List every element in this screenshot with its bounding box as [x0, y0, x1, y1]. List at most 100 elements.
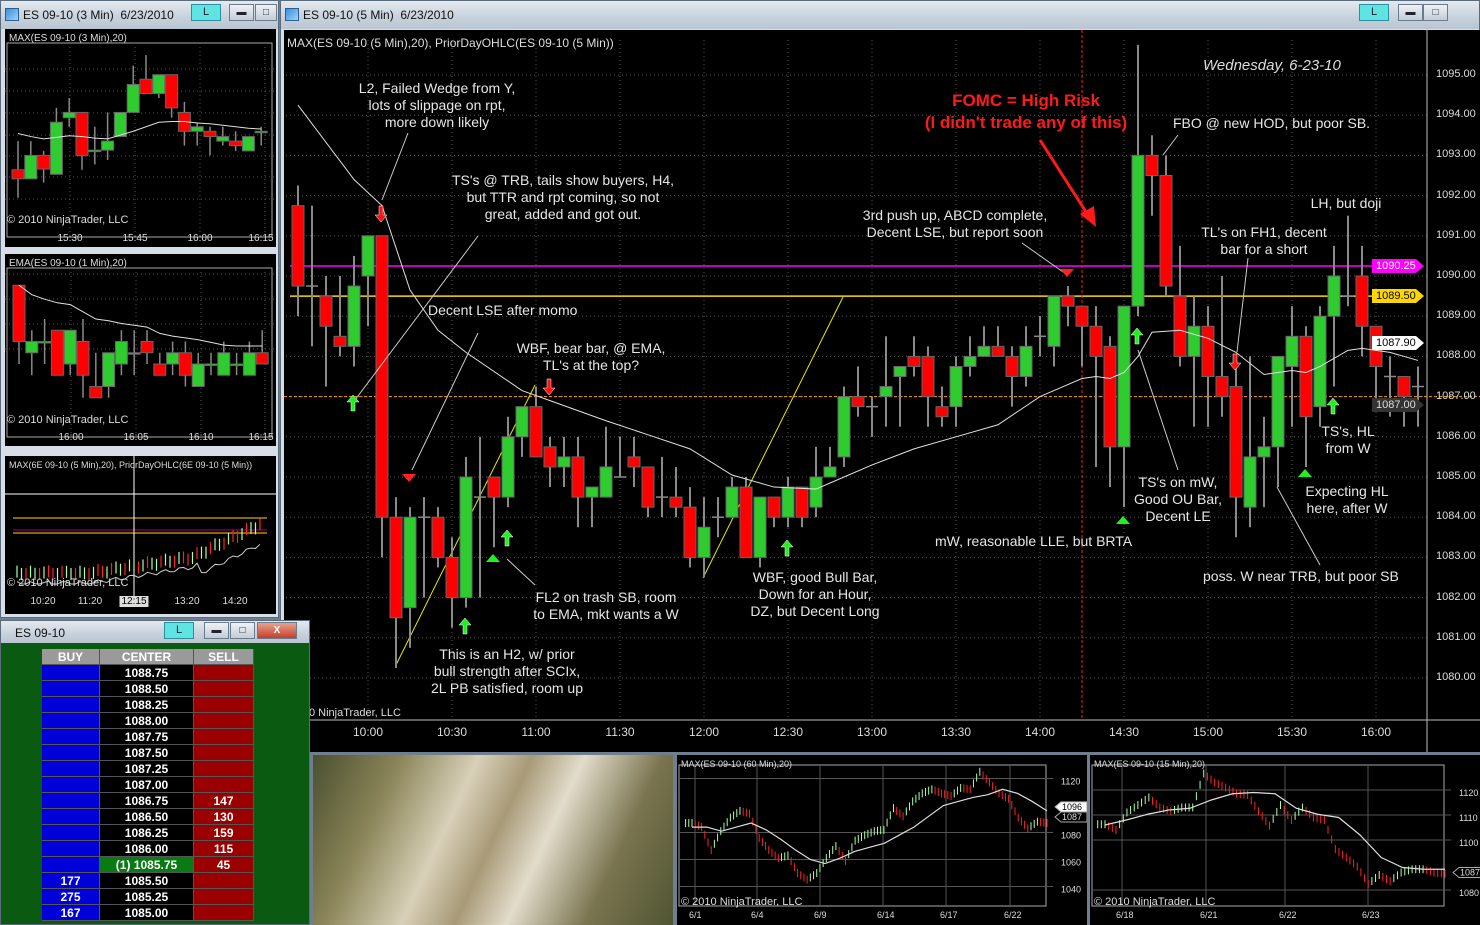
- buy-cell[interactable]: [42, 713, 100, 728]
- ladder-row[interactable]: 1088.00: [42, 713, 254, 729]
- link-button[interactable]: L: [191, 4, 221, 21]
- date-axis-label: 6/22: [1279, 910, 1297, 920]
- price-cell[interactable]: 1086.50: [100, 809, 194, 824]
- sell-cell[interactable]: [194, 665, 254, 680]
- maximize-button[interactable]: □: [1423, 4, 1448, 21]
- buy-cell[interactable]: [42, 681, 100, 696]
- buy-cell[interactable]: [42, 857, 100, 872]
- price-cell[interactable]: 1086.75: [100, 793, 194, 808]
- price-cell[interactable]: 1085.00: [100, 905, 194, 920]
- buy-cell[interactable]: [42, 761, 100, 776]
- buy-cell[interactable]: [42, 841, 100, 856]
- minimize-button[interactable]: ▬: [204, 622, 229, 639]
- sell-cell[interactable]: [194, 889, 254, 904]
- buy-cell[interactable]: [42, 777, 100, 792]
- candle-down: [683, 506, 697, 558]
- title-bar[interactable]: ES 09-10 (3 Min) 6/23/2010 L ▬ □: [1, 1, 278, 29]
- candle-up: [1117, 305, 1131, 448]
- price-cell[interactable]: 1088.75: [100, 665, 194, 680]
- ladder-row[interactable]: 275 1085.25: [42, 889, 254, 905]
- sell-cell[interactable]: 147: [194, 793, 254, 808]
- price-axis-label: 1060: [1061, 858, 1081, 868]
- price-cell[interactable]: 1088.50: [100, 681, 194, 696]
- price-cell[interactable]: (1) 1085.75: [100, 857, 194, 872]
- ladder-row[interactable]: 1088.50: [42, 681, 254, 697]
- sell-cell[interactable]: 115: [194, 841, 254, 856]
- price-axis-label: 1094.00: [1436, 108, 1476, 121]
- buy-cell[interactable]: [42, 697, 100, 712]
- plot-frame: [678, 764, 1047, 907]
- sell-cell[interactable]: [194, 761, 254, 776]
- ladder-row[interactable]: 167 1085.00: [42, 905, 254, 921]
- buy-signal-triangle-icon: [1298, 469, 1312, 477]
- title-bar[interactable]: ES 09-10 L ▬ □ X: [1, 621, 309, 643]
- chart-60min[interactable]: 1120 1080 1060 1040 6/1 6/4 6/9 6/14 6/17 6/22 109…: [677, 755, 1087, 925]
- candle-down: [627, 456, 641, 468]
- ladder-row[interactable]: 1087.25: [42, 761, 254, 777]
- price-ladder[interactable]: BUY CENTER SELL 1088.75 1088.50 1088.25 108…: [42, 649, 254, 921]
- minimize-button[interactable]: ▬: [229, 4, 254, 21]
- price-cell[interactable]: 1087.75: [100, 729, 194, 744]
- price-cell[interactable]: 1088.25: [100, 697, 194, 712]
- maximize-button[interactable]: □: [255, 4, 277, 21]
- ladder-row[interactable]: (1) 1085.75 45: [42, 857, 254, 873]
- sell-cell[interactable]: 45: [194, 857, 254, 872]
- sell-cell[interactable]: [194, 873, 254, 888]
- chart-3min[interactable]: MAX(ES 09-10 (3 Min),20) © 2010 NinjaTra…: [5, 29, 276, 247]
- close-button[interactable]: X: [257, 622, 297, 639]
- price-cell[interactable]: 1086.25: [100, 825, 194, 840]
- time-label: 15:30: [57, 233, 83, 244]
- sell-cell[interactable]: [194, 777, 254, 792]
- sell-cell[interactable]: [194, 745, 254, 760]
- candle-down: [1089, 325, 1103, 357]
- price-cell[interactable]: 1088.00: [100, 713, 194, 728]
- ladder-row[interactable]: 1086.50 130: [42, 809, 254, 825]
- ladder-row[interactable]: 1086.00 115: [42, 841, 254, 857]
- annotation-third-push: 3rd push up, ABCD complete, Decent LSE, b…: [862, 207, 1048, 240]
- price-cell[interactable]: 1087.50: [100, 745, 194, 760]
- ladder-row[interactable]: 1088.75: [42, 665, 254, 681]
- price-cell[interactable]: 1086.00: [100, 841, 194, 856]
- sell-cell[interactable]: [194, 713, 254, 728]
- annotation-wbf-bull: WBF, good Bull Bar, Down for an Hour, DZ, …: [750, 569, 880, 619]
- sell-cell[interactable]: [194, 681, 254, 696]
- buy-cell[interactable]: [42, 745, 100, 760]
- buy-cell[interactable]: 177: [42, 873, 100, 888]
- chart-15min[interactable]: 1120 1110 1100 1080 6/18 6/21 6/22 6/23 1087 MAX…: [1090, 755, 1480, 925]
- price-tag: [1054, 811, 1087, 823]
- ladder-row[interactable]: 177 1085.50: [42, 873, 254, 889]
- ladder-row[interactable]: 1087.00: [42, 777, 254, 793]
- candle-up: [1285, 335, 1299, 367]
- price-cell[interactable]: 1087.00: [100, 777, 194, 792]
- sell-cell[interactable]: 130: [194, 809, 254, 824]
- chart-6e[interactable]: MAX(6E 09-10 (5 Min),20), PriorDayOHLC(6…: [5, 456, 276, 614]
- sell-cell[interactable]: 159: [194, 825, 254, 840]
- buy-cell[interactable]: [42, 809, 100, 824]
- main-chart[interactable]: [284, 30, 1480, 752]
- ladder-row[interactable]: 1087.75: [42, 729, 254, 745]
- price-cell[interactable]: 1085.25: [100, 889, 194, 904]
- ladder-row[interactable]: 1087.50: [42, 745, 254, 761]
- sell-cell[interactable]: [194, 697, 254, 712]
- candle-down: [445, 556, 459, 599]
- buy-cell[interactable]: [42, 729, 100, 744]
- buy-cell[interactable]: [42, 665, 100, 680]
- ladder-row[interactable]: 1086.25 159: [42, 825, 254, 841]
- ladder-row[interactable]: 1086.75 147: [42, 793, 254, 809]
- title-bar[interactable]: ES 09-10 (5 Min) 6/23/2010 L ▬ □: [281, 1, 1479, 29]
- sell-cell[interactable]: [194, 905, 254, 920]
- price-cell[interactable]: 1085.50: [100, 873, 194, 888]
- chart-1min[interactable]: EMA(ES 09-10 (1 Min),20) © 2010 NinjaTra…: [5, 254, 276, 446]
- link-button[interactable]: L: [1359, 4, 1389, 21]
- ladder-row[interactable]: 1088.25: [42, 697, 254, 713]
- price-cell[interactable]: 1087.25: [100, 761, 194, 776]
- minimize-button[interactable]: ▬: [1398, 4, 1423, 21]
- buy-cell[interactable]: 167: [42, 905, 100, 920]
- buy-cell[interactable]: [42, 793, 100, 808]
- buy-cell[interactable]: [42, 825, 100, 840]
- sell-cell[interactable]: [194, 729, 254, 744]
- maximize-button[interactable]: □: [230, 622, 255, 639]
- time-label: 16:00: [58, 432, 84, 443]
- link-button[interactable]: L: [164, 622, 194, 639]
- buy-cell[interactable]: 275: [42, 889, 100, 904]
